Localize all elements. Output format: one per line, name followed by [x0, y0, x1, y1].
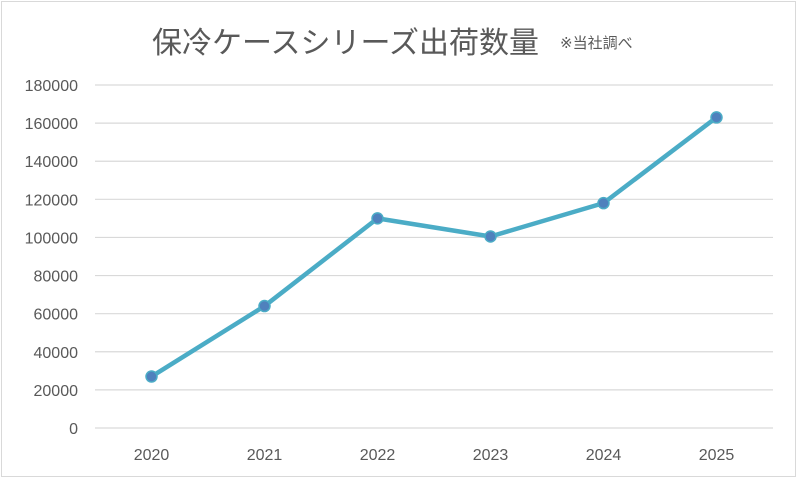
y-tick-label: 20000	[34, 383, 79, 400]
x-tick-label: 2020	[134, 447, 170, 464]
data-point-marker	[484, 230, 497, 243]
data-point-marker	[710, 111, 723, 124]
data-point-marker	[145, 370, 158, 383]
y-tick-label: 120000	[25, 192, 78, 209]
data-point-marker	[258, 299, 271, 313]
x-tick-label: 2021	[247, 447, 283, 464]
data-series	[145, 111, 723, 383]
y-tick-label: 160000	[25, 116, 78, 133]
y-tick-label: 60000	[34, 307, 79, 324]
x-axis-labels: 2020 2021 2022 2023 2024 2025	[134, 447, 735, 464]
data-point-marker	[597, 196, 610, 210]
y-tick-label: 180000	[25, 78, 78, 95]
y-tick-label: 0	[69, 421, 78, 438]
y-tick-label: 80000	[34, 269, 79, 286]
x-tick-label: 2024	[586, 447, 622, 464]
y-axis-labels: 0 20000 40000 60000 80000 100000 120000 140000 1…	[25, 78, 78, 438]
chart-subtitle: ※当社調べ	[560, 34, 633, 52]
series-line	[149, 115, 719, 379]
gridlines	[95, 84, 773, 429]
x-tick-label: 2025	[699, 447, 735, 464]
x-tick-label: 2022	[360, 447, 396, 464]
chart-title: 保冷ケースシリーズ出荷数量	[152, 26, 539, 61]
y-tick-label: 40000	[34, 345, 79, 362]
y-tick-label: 100000	[25, 230, 78, 247]
y-tick-label: 140000	[25, 154, 78, 171]
data-point-marker	[371, 212, 384, 225]
x-tick-label: 2023	[473, 447, 509, 464]
